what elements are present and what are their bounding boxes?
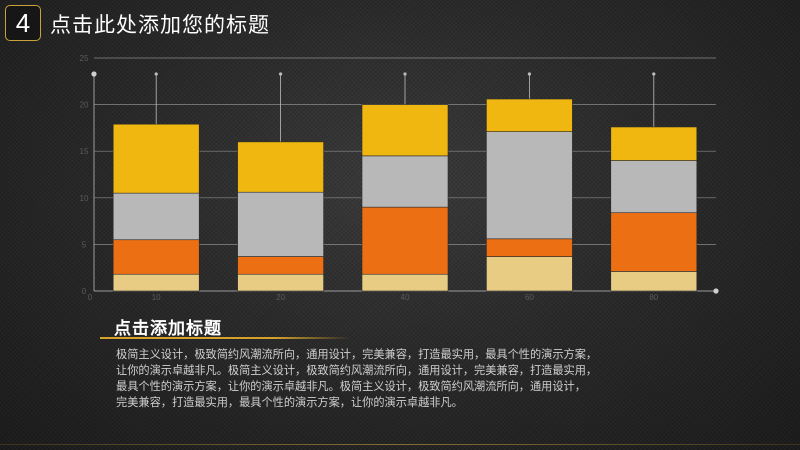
bar-segment xyxy=(112,273,200,292)
subtitle-underline xyxy=(100,337,350,339)
x-tick-label: 40 xyxy=(401,293,410,302)
bar-segment xyxy=(361,206,449,275)
x-tick-label: 60 xyxy=(525,293,534,302)
stacked-bar-chart: 0 5 10 15 20 25 0 10 20 40 60 80 xyxy=(80,54,719,302)
bar-segment xyxy=(610,126,698,161)
x-tick-label: 80 xyxy=(649,293,658,302)
bar-segment xyxy=(237,191,324,257)
paragraph-line: 最具个性的演示方案，让你的演示卓越非凡。极简主义设计，极致简约风潮流所向，通用设… xyxy=(116,380,586,393)
bar-segment xyxy=(112,123,200,194)
paragraph-line: 完美兼容，打造最实用，最具个性的演示方案，让你的演示卓越非凡。 xyxy=(116,396,463,409)
content-subtitle[interactable]: 点击添加标题 xyxy=(114,319,222,339)
bar-segment xyxy=(486,256,573,292)
bar-segment xyxy=(486,131,573,240)
bar-segment xyxy=(486,98,573,132)
y-axis-end-dot xyxy=(91,71,97,77)
category-guideline-dot xyxy=(527,72,532,76)
slide-title[interactable]: 点击此处添加您的标题 xyxy=(50,13,270,37)
bar-segment xyxy=(112,192,200,241)
category-guideline-dot xyxy=(403,72,407,76)
category-guideline-dot xyxy=(279,72,283,76)
bar-segment xyxy=(361,273,449,292)
x-tick-label: 20 xyxy=(276,293,285,302)
y-tick-label: 20 xyxy=(80,101,89,110)
bar-segment xyxy=(486,238,573,257)
footer-divider xyxy=(0,444,800,445)
bar-segment xyxy=(237,256,324,275)
y-tick-label: 10 xyxy=(80,194,89,203)
x-axis-end-dot xyxy=(713,288,719,294)
paragraph-line: 极简主义设计，极致简约风潮流所向，通用设计，完美兼容，打造最实用，最具个性的演示… xyxy=(116,348,598,361)
bar-segment xyxy=(237,273,324,292)
bar-segment xyxy=(237,141,324,193)
bar-segment xyxy=(112,239,200,275)
slide-number-badge: 4 xyxy=(5,5,41,41)
bar-segment xyxy=(610,212,698,272)
y-tick-label: 5 xyxy=(82,240,87,249)
x-tick-label: 0 xyxy=(88,293,93,302)
bar-segment xyxy=(610,160,698,214)
content-paragraph[interactable]: 极简主义设计，极致简约风潮流所向，通用设计，完美兼容，打造最实用，最具个性的演示… xyxy=(116,347,696,411)
paragraph-line: 让你的演示卓越非凡。极简主义设计，极致简约风潮流所向，通用设计，完美兼容，打造最… xyxy=(116,364,598,377)
category-guideline-dot xyxy=(652,72,656,76)
y-tick-label: 0 xyxy=(82,287,87,296)
category-guideline-dot xyxy=(154,72,158,76)
y-tick-label: 25 xyxy=(80,54,89,63)
x-tick-label: 10 xyxy=(152,293,161,302)
y-tick-label: 15 xyxy=(80,147,89,156)
bar-segment xyxy=(361,104,449,157)
bar-segment xyxy=(610,271,698,292)
bar-segment xyxy=(361,155,449,208)
